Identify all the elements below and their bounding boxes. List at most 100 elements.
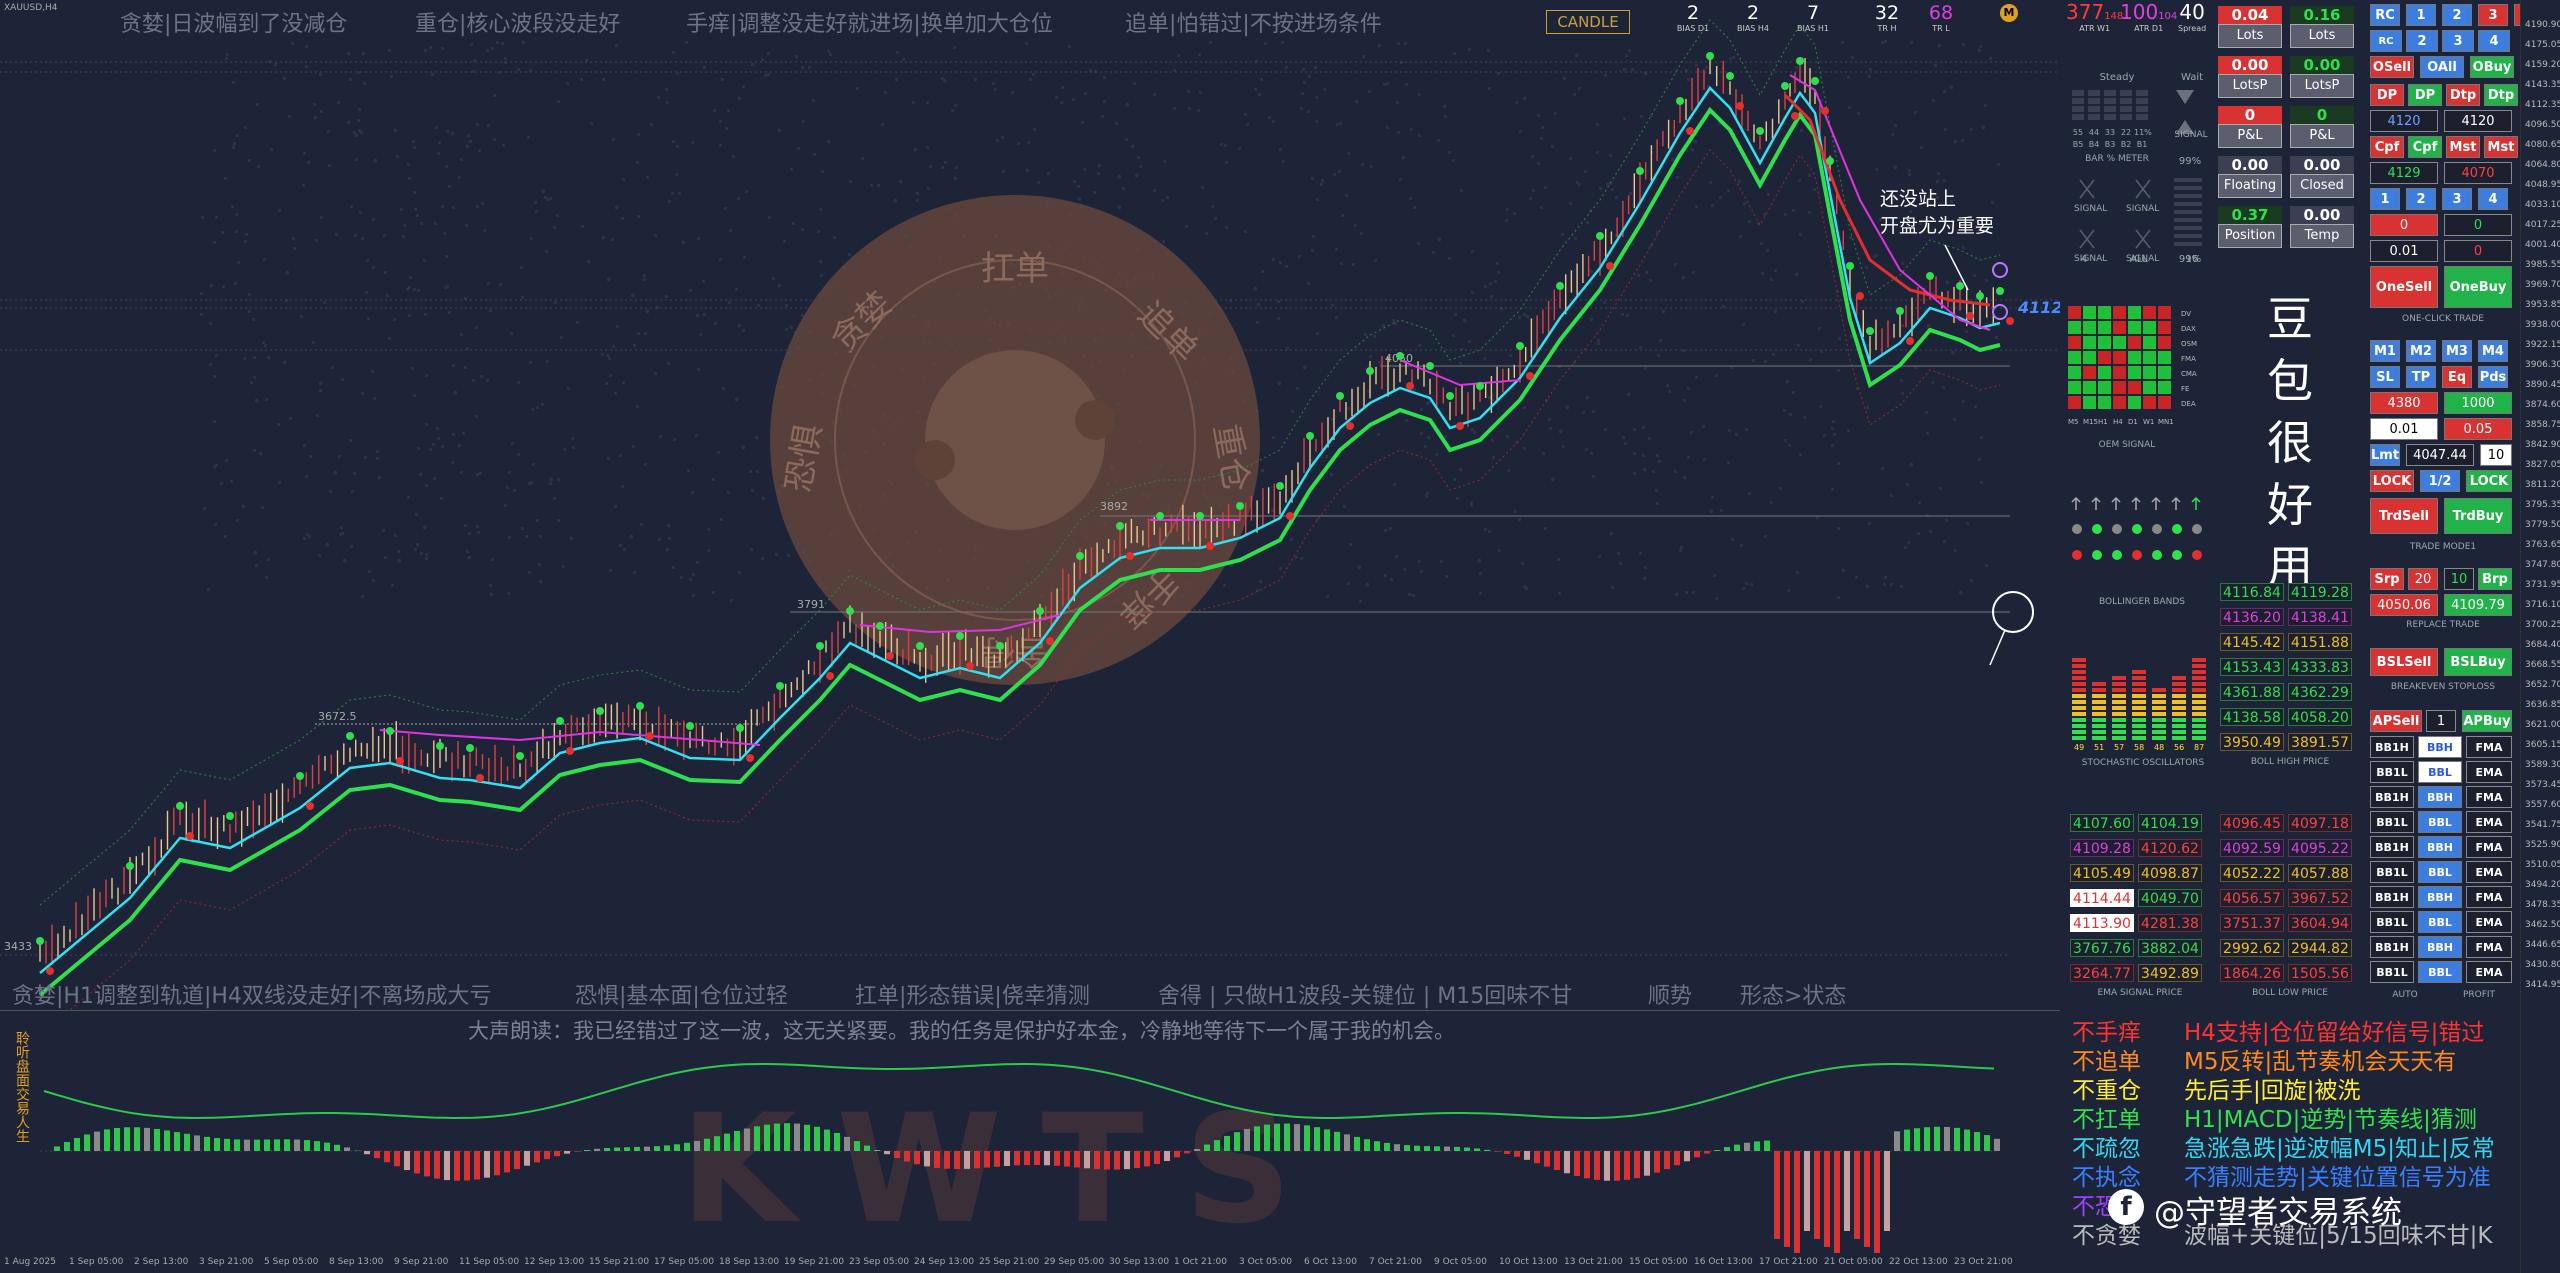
stat-label[interactable]: Temp [2290, 224, 2354, 248]
pds-button[interactable]: Pds [2478, 366, 2508, 388]
lmt-button[interactable]: Lmt [2370, 444, 2400, 466]
stat-label[interactable]: P&L [2218, 124, 2282, 148]
lot-005-input[interactable]: 0.05 [2444, 418, 2512, 440]
replace-buy-input[interactable]: 4109.79 [2444, 594, 2512, 616]
sl-button[interactable]: SL [2370, 366, 2400, 388]
eq-button[interactable]: Eq [2442, 366, 2472, 388]
bb-fma-button[interactable]: FMA [2466, 786, 2512, 808]
lmt-count-input[interactable]: 10 [2480, 444, 2512, 466]
bb-fma-button[interactable]: FMA [2466, 836, 2512, 858]
nav-3-button[interactable]: 3 [2442, 30, 2474, 52]
panel-2-button[interactable]: 2 [2442, 4, 2472, 26]
bb-bb1l-button[interactable]: BB1L [2370, 761, 2414, 783]
bb-bb1h-button[interactable]: BB1H [2370, 786, 2414, 808]
one-buy-button[interactable]: OneBuy [2444, 266, 2512, 308]
arrow-right-button[interactable]: 1 [2370, 188, 2400, 210]
trd-sell-button[interactable]: TrdSell [2370, 498, 2438, 534]
bb-bb1h-button[interactable]: BB1H [2370, 736, 2414, 758]
bb-fma-button[interactable]: FMA [2466, 736, 2512, 758]
bsl-buy-button[interactable]: BSLBuy [2444, 648, 2512, 676]
bb-bb1l-button[interactable]: BB1L [2370, 961, 2414, 983]
target-price-input[interactable]: 4129 [2370, 162, 2438, 184]
stat-label[interactable]: P&L [2290, 124, 2354, 148]
nav-4-button[interactable]: 4 [2478, 30, 2510, 52]
dtp-sell-button[interactable]: Dtp [2446, 84, 2480, 106]
dp-sell-button[interactable]: DP [2370, 84, 2404, 106]
stat-label[interactable]: Floating [2218, 174, 2282, 198]
price-4380-input[interactable]: 4380 [2370, 392, 2438, 414]
lot-001-input[interactable]: 0.01 [2370, 418, 2438, 440]
nav-2-button[interactable]: 2 [2406, 30, 2438, 52]
stat-label[interactable]: LotsP [2218, 74, 2282, 98]
lock-buy-button[interactable]: LOCK [2466, 470, 2512, 492]
stat-label[interactable]: Position [2218, 224, 2282, 248]
bb-ema-button[interactable]: EMA [2466, 761, 2512, 783]
panel-1-button[interactable]: 1 [2406, 4, 2436, 26]
stat-label[interactable]: LotsP [2290, 74, 2354, 98]
bb-bbl-button[interactable]: BBL [2418, 911, 2462, 933]
candle-mode-button[interactable]: CANDLE [1546, 10, 1630, 34]
value-1000-input[interactable]: 1000 [2444, 392, 2512, 414]
bb-bbh-button[interactable]: BBH [2418, 736, 2462, 758]
mst-buy-button[interactable]: Mst [2484, 136, 2518, 158]
bsl-sell-button[interactable]: BSLSell [2370, 648, 2438, 676]
bb-ema-button[interactable]: EMA [2466, 911, 2512, 933]
srp-button[interactable]: Srp [2370, 568, 2404, 590]
main-price-chart[interactable]: 扛单 追单 重仓 手痒 恐惧 贪婪 舍得 3672.5 3791 3892 40… [0, 0, 2060, 1010]
bb-bb1l-button[interactable]: BB1L [2370, 811, 2414, 833]
lmt-price-input[interactable]: 4047.44 [2406, 444, 2474, 466]
bb-bb1h-button[interactable]: BB1H [2370, 936, 2414, 958]
one-sell-button[interactable]: OneSell [2370, 266, 2438, 308]
bb-bb1l-button[interactable]: BB1L [2370, 861, 2414, 883]
bb-bbh-button[interactable]: BBH [2418, 886, 2462, 908]
arrow-left-button[interactable]: 4 [2478, 188, 2508, 210]
tp-button[interactable]: TP [2406, 366, 2436, 388]
ap-count-input[interactable]: 1 [2426, 710, 2456, 732]
bb-bbh-button[interactable]: BBH [2418, 836, 2462, 858]
n20-input[interactable]: 20 [2408, 568, 2438, 590]
bb-fma-button[interactable]: FMA [2466, 886, 2512, 908]
stat-label[interactable]: Lots [2290, 24, 2354, 48]
lot-buy-input[interactable]: 0 [2444, 240, 2512, 262]
dtp-buy-button[interactable]: Dtp [2484, 84, 2518, 106]
brp-button[interactable]: Brp [2478, 568, 2512, 590]
stat-label[interactable]: Closed [2290, 174, 2354, 198]
bb-bb1h-button[interactable]: BB1H [2370, 836, 2414, 858]
ap-buy-button[interactable]: APBuy [2462, 710, 2512, 732]
stat-label[interactable]: Lots [2218, 24, 2282, 48]
zero-buy-input[interactable]: 0 [2444, 214, 2512, 236]
bb-ema-button[interactable]: EMA [2466, 811, 2512, 833]
m4-button[interactable]: M4 [2478, 340, 2508, 362]
osell-button[interactable]: OSell [2370, 56, 2414, 78]
rc-button-2[interactable]: RC [2370, 30, 2402, 52]
oscillator-panel[interactable]: KWTS 聆听盘面交易人生 大声朗读：我已经错过了这一波，这无关紧要。我的任务是… [0, 1010, 2495, 1261]
trd-buy-button[interactable]: TrdBuy [2444, 498, 2512, 534]
ap-sell-button[interactable]: APSell [2370, 710, 2422, 732]
cpf-buy-button[interactable]: Cpf [2408, 136, 2442, 158]
oall-button[interactable]: OAll [2420, 56, 2464, 78]
mst-sell-button[interactable]: Mst [2446, 136, 2480, 158]
m3-button[interactable]: M3 [2442, 340, 2472, 362]
n10-input[interactable]: 10 [2444, 568, 2474, 590]
bb-bbh-button[interactable]: BBH [2418, 936, 2462, 958]
bb-bb1h-button[interactable]: BB1H [2370, 886, 2414, 908]
arrow-left-button[interactable]: 2 [2406, 188, 2436, 210]
bb-bbl-button[interactable]: BBL [2418, 861, 2462, 883]
dp-buy-button[interactable]: DP [2408, 84, 2442, 106]
bb-bbl-button[interactable]: BBL [2418, 811, 2462, 833]
bb-fma-button[interactable]: FMA [2466, 936, 2512, 958]
bb-bbl-button[interactable]: BBL [2418, 761, 2462, 783]
bb-bbh-button[interactable]: BBH [2418, 786, 2462, 808]
cpf-sell-button[interactable]: Cpf [2370, 136, 2404, 158]
bb-bb1l-button[interactable]: BB1L [2370, 911, 2414, 933]
bb-ema-button[interactable]: EMA [2466, 961, 2512, 983]
stop-price-input[interactable]: 4070 [2444, 162, 2512, 184]
m1-button[interactable]: M1 [2370, 340, 2400, 362]
replace-sell-input[interactable]: 4050.06 [2370, 594, 2438, 616]
lock-sell-button[interactable]: LOCK [2370, 470, 2414, 492]
arrow-right-button[interactable]: 3 [2442, 188, 2472, 210]
lot-sell-input[interactable]: 0.01 [2370, 240, 2438, 262]
sell-price-input[interactable]: 4120 [2370, 110, 2438, 132]
zero-sell-input[interactable]: 0 [2370, 214, 2438, 236]
panel-3-button[interactable]: 3 [2478, 4, 2508, 26]
